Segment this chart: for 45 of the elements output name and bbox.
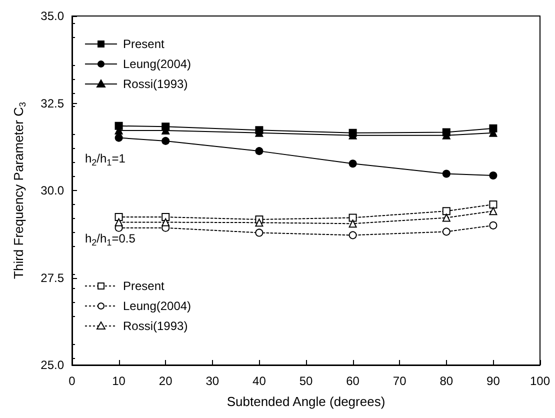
point bbox=[162, 213, 170, 222]
y-tick-label: 30.0 bbox=[40, 184, 64, 198]
x-tick-label: 60 bbox=[346, 374, 360, 388]
x-axis-title: Subtended Angle (degrees) bbox=[226, 394, 386, 409]
point bbox=[442, 207, 450, 216]
x-tick-label: 70 bbox=[392, 374, 407, 388]
point bbox=[114, 218, 123, 226]
legend-label: Leung(2004) bbox=[123, 299, 192, 313]
point bbox=[162, 218, 170, 226]
point bbox=[348, 231, 357, 240]
y-tick-label: 35.0 bbox=[40, 9, 64, 23]
legend-label: Rossi(1993) bbox=[123, 319, 188, 333]
point bbox=[348, 220, 357, 228]
x-tick-label: 10 bbox=[112, 374, 126, 388]
y-tick-label: 25.0 bbox=[40, 358, 64, 372]
point bbox=[489, 171, 498, 180]
x-tick-label: 30 bbox=[206, 374, 220, 388]
point bbox=[489, 207, 498, 216]
legend-label: Rossi(1993) bbox=[123, 77, 188, 91]
x-tick-label: 40 bbox=[252, 374, 266, 388]
legend-label: Present bbox=[123, 279, 166, 293]
y-tick-label: 32.5 bbox=[40, 96, 64, 110]
legend-label: Present bbox=[123, 37, 166, 51]
point bbox=[348, 214, 357, 222]
x-tick-label: 90 bbox=[486, 374, 500, 388]
x-tick-label: 50 bbox=[299, 374, 313, 388]
x-tick-label: 20 bbox=[158, 374, 173, 388]
x-tick-label: 80 bbox=[440, 374, 454, 388]
point bbox=[255, 218, 264, 227]
point bbox=[162, 136, 170, 145]
point bbox=[442, 170, 450, 178]
point bbox=[348, 160, 357, 168]
y-axis-title: Third Frequency Parameter C3 bbox=[11, 102, 28, 279]
point bbox=[255, 147, 264, 156]
point bbox=[442, 214, 450, 222]
x-tick-label: 100 bbox=[530, 374, 550, 388]
point bbox=[255, 228, 264, 237]
point bbox=[442, 228, 450, 236]
point bbox=[489, 221, 498, 230]
legend-label: Leung(2004) bbox=[123, 57, 192, 71]
point bbox=[114, 134, 123, 142]
point bbox=[489, 200, 498, 208]
point bbox=[114, 213, 123, 222]
x-tick-label: 0 bbox=[68, 374, 76, 388]
y-tick-label: 27.5 bbox=[40, 270, 64, 285]
